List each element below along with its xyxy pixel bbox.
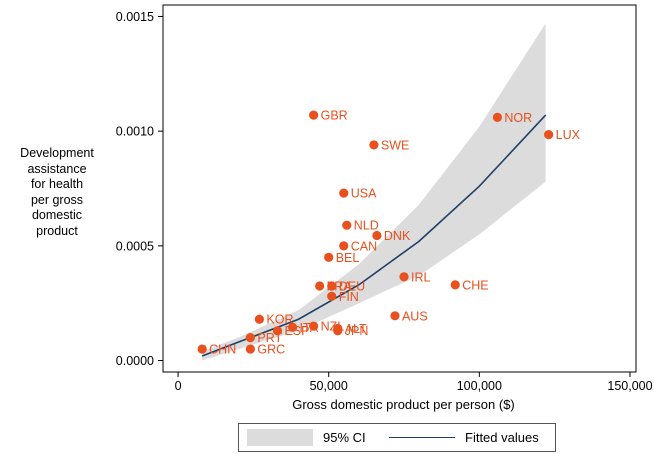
data-point-chn (197, 344, 207, 354)
x-tick-label: 50,000 (310, 379, 348, 393)
fit-line-layer (201, 114, 547, 357)
data-point-nld (342, 220, 352, 230)
fitted-line (201, 114, 547, 357)
point-label-che: CHE (462, 278, 488, 292)
data-point-gbr (309, 110, 319, 120)
x-tick-label: 150,000 (607, 379, 652, 393)
data-point-prt (245, 332, 255, 343)
point-label-grc: GRC (257, 343, 285, 357)
data-point-grc (245, 344, 255, 354)
point-label-aus: AUS (402, 309, 428, 323)
y-axis-label-line: Development (20, 146, 94, 160)
axes-layer: 0 50,000 100,000 150,000 0.0000 0.0005 0.0010 0… (116, 4, 653, 393)
data-point-nzl (309, 321, 319, 331)
data-point-deu (327, 281, 337, 291)
data-point-can (339, 241, 349, 251)
legend-swatch-fit (389, 437, 455, 438)
legend-swatch-ci (247, 429, 313, 446)
legend-label-fit: Fitted values (465, 430, 539, 445)
point-label-nld: NLD (354, 219, 379, 233)
data-point-dnk (372, 230, 382, 241)
point-label-jpn: JPN (345, 324, 369, 338)
data-point-che (450, 280, 460, 290)
x-axis-label: Gross domestic product per person ($) (292, 397, 515, 412)
point-label-alt: ALT (345, 322, 367, 336)
data-point-fra (315, 281, 325, 291)
point-label-deu: DEU (339, 279, 365, 293)
point-label-chn: CHN (209, 343, 236, 357)
y-tick-label: 0.0015 (116, 10, 154, 24)
data-point-jpn (333, 326, 343, 336)
x-tick-label: 0 (175, 379, 182, 393)
data-point-irl (399, 272, 409, 282)
point-label-can: CAN (351, 239, 377, 253)
point-label-lux: LUX (556, 128, 581, 142)
y-tick-label: 0.0005 (116, 239, 154, 253)
y-tick-label: 0.0010 (116, 125, 154, 139)
data-point-fin (327, 291, 337, 301)
legend-item-ci: 95% CI (247, 424, 366, 451)
data-point-bel (324, 252, 334, 262)
legend-item-fit: Fitted values (389, 424, 539, 451)
point-label-kor: KOR (266, 313, 293, 327)
legend-label-ci: 95% CI (323, 430, 366, 445)
y-axis-label: Development assistance for health per gr… (0, 146, 114, 239)
y-axis-label-line: product (36, 223, 78, 238)
point-label-gbr: GBR (321, 109, 348, 123)
y-axis-label-line: per gross (30, 192, 84, 207)
data-point-aus (390, 311, 400, 321)
data-point-esp (272, 326, 283, 336)
plot-frame (162, 4, 637, 373)
y-axis-label-line: assistance (27, 161, 87, 176)
point-label-irl: IRL (411, 270, 431, 284)
y-axis-label-line: domestic (31, 208, 83, 222)
data-point-lux (544, 129, 554, 140)
y-tick-label: 0.0000 (116, 354, 154, 368)
ci-band (202, 23, 546, 361)
legend: 95% CI Fitted values (238, 423, 556, 452)
point-label-nor: NOR (504, 111, 532, 125)
data-point-swe (369, 140, 379, 150)
data-point-kor (254, 314, 265, 324)
point-label-dnk: DNK (384, 229, 411, 243)
point-label-fin: FIN (339, 290, 359, 304)
data-point-nor (492, 112, 503, 122)
y-axis-label-line: for health (30, 177, 84, 191)
x-tick-label: 100,000 (457, 379, 502, 393)
ci-band-layer (202, 23, 546, 361)
point-label-usa: USA (351, 187, 377, 201)
point-label-swe: SWE (381, 138, 409, 152)
point-label-bel: BEL (336, 251, 360, 265)
data-point-ita (287, 322, 298, 332)
data-point-usa (339, 188, 349, 198)
